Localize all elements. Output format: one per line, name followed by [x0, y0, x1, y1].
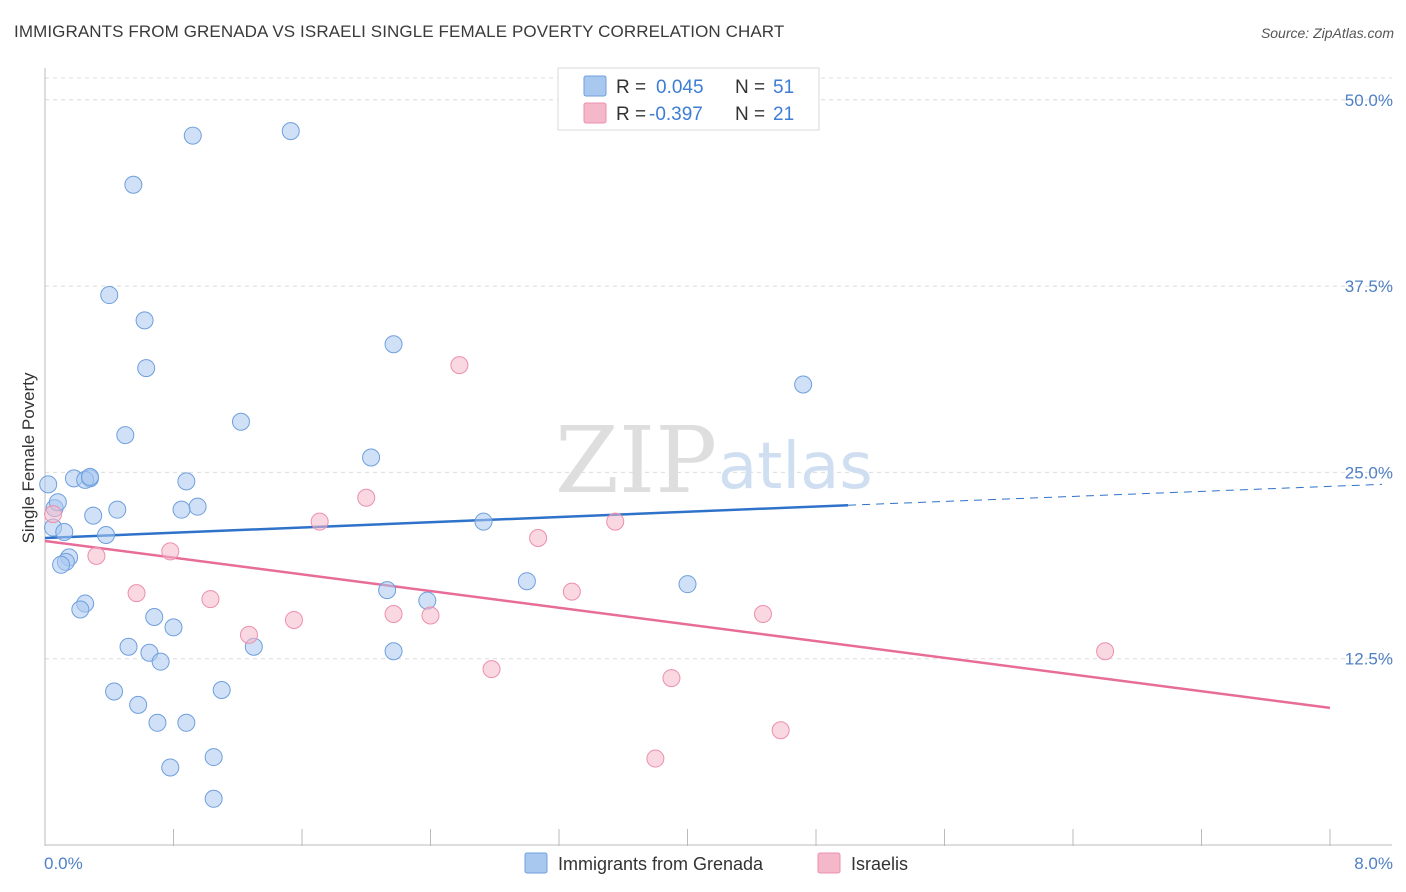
trend-line-0: [44, 503, 849, 540]
point-series1-0: [44, 505, 63, 524]
point-series0-23: [281, 122, 300, 141]
point-series0-20: [137, 359, 156, 378]
point-series0-40: [212, 681, 231, 699]
point-series1-3: [161, 542, 180, 561]
point-series0-19: [135, 311, 154, 330]
x-tick-label-1: 8.0%: [1354, 854, 1393, 873]
point-series0-43: [204, 789, 223, 808]
point-series0-32: [119, 637, 138, 656]
point-series0-21: [124, 175, 143, 194]
point-series0-0: [39, 475, 58, 494]
point-series0-42: [204, 748, 223, 767]
point-series0-39: [177, 713, 196, 732]
legend-swatch-grenada: [583, 75, 607, 97]
x-tick-labels: 0.0% 8.0%: [44, 854, 1393, 873]
y-axis-label: Single Female Poverty: [19, 372, 38, 544]
point-series0-41: [161, 758, 180, 777]
point-series1-7: [310, 512, 329, 531]
watermark-zip: ZIP: [555, 407, 717, 514]
gridlines: [45, 77, 1392, 660]
point-series0-38: [148, 713, 167, 732]
point-series1-14: [562, 582, 581, 601]
point-series1-12: [482, 660, 501, 679]
point-series0-4: [55, 523, 74, 542]
legend-n-value-israelis: 21: [773, 104, 794, 125]
legend-r-label-israelis: R =: [616, 104, 646, 125]
point-series1-18: [753, 604, 772, 623]
legend-r-value-israelis: -0.397: [649, 104, 703, 125]
point-series0-50: [794, 375, 813, 394]
point-series0-44: [378, 581, 397, 600]
point-series1-2: [127, 584, 146, 603]
point-series1-11: [450, 356, 469, 375]
legend-r-value-grenada: 0.045: [656, 77, 704, 98]
point-series0-47: [474, 512, 493, 531]
y-tick-labels: 12.5% 25.0% 37.5% 50.0%: [1345, 91, 1393, 669]
trend-line-1: [44, 539, 1331, 710]
y-tick-label-0: 12.5%: [1345, 650, 1393, 669]
legend-swatch-israelis: [583, 102, 607, 124]
point-series1-15: [606, 512, 625, 531]
point-series0-26: [172, 500, 191, 519]
point-series0-49: [678, 575, 697, 594]
bottom-legend-label-grenada: Immigrants from Grenada: [558, 854, 764, 874]
trend-line-extension-0: [848, 483, 1383, 506]
point-series0-37: [129, 695, 148, 714]
trend-lines: [44, 483, 1383, 710]
point-series0-9: [84, 506, 103, 525]
y-tick-label-3: 50.0%: [1345, 91, 1393, 110]
point-series1-13: [529, 528, 548, 547]
y-tick-label-1: 25.0%: [1345, 463, 1393, 482]
point-series1-20: [1096, 642, 1115, 661]
point-series0-36: [105, 682, 124, 701]
bottom-legend-swatch-israelis: [817, 852, 841, 874]
bottom-legend-label-israelis: Israelis: [851, 854, 908, 874]
point-series1-17: [662, 669, 681, 688]
series-legend: Immigrants from Grenada Israelis: [524, 852, 908, 874]
point-series0-31: [164, 618, 183, 637]
point-series1-16: [646, 749, 665, 768]
legend-r-label-grenada: R =: [616, 77, 646, 98]
point-series1-9: [384, 604, 403, 623]
point-series0-27: [231, 412, 250, 431]
x-tick-label-0: 0.0%: [44, 854, 83, 873]
point-series0-34: [151, 652, 170, 671]
point-series0-17: [116, 426, 135, 445]
point-series1-1: [87, 546, 106, 565]
point-series0-45: [418, 591, 437, 610]
point-series0-10: [108, 500, 127, 519]
chart-title: IMMIGRANTS FROM GRENADA VS ISRAELI SINGL…: [14, 22, 785, 41]
point-series0-22: [183, 126, 202, 145]
point-series0-30: [145, 607, 164, 626]
point-series0-29: [384, 335, 403, 354]
watermark-atlas: atlas: [718, 430, 873, 504]
point-series0-24: [177, 472, 196, 491]
legend-n-value-grenada: 51: [773, 77, 794, 98]
point-series0-28: [362, 448, 381, 467]
point-series0-14: [52, 555, 71, 574]
point-series1-19: [771, 721, 790, 740]
point-series0-48: [517, 572, 536, 591]
point-series0-16: [71, 600, 90, 619]
stats-legend: R = 0.045 N = 51 R = -0.397 N = 21: [557, 67, 820, 131]
source-label: Source: ZipAtlas.com: [1260, 25, 1394, 41]
data-points: [39, 122, 1115, 808]
point-series1-4: [201, 590, 220, 609]
y-tick-label-2: 37.5%: [1345, 277, 1393, 296]
point-series1-8: [357, 488, 376, 507]
point-series1-6: [284, 610, 303, 629]
point-series0-18: [100, 286, 119, 305]
point-series1-5: [239, 625, 258, 644]
point-series0-25: [188, 497, 207, 516]
bottom-legend-swatch-grenada: [524, 852, 548, 874]
point-series1-10: [421, 606, 440, 625]
legend-n-label-grenada: N =: [735, 77, 765, 98]
point-series0-46: [384, 642, 403, 661]
legend-n-label-israelis: N =: [735, 104, 765, 125]
point-series0-11: [97, 526, 116, 544]
point-series0-8: [80, 467, 99, 486]
axes: [44, 68, 1392, 846]
